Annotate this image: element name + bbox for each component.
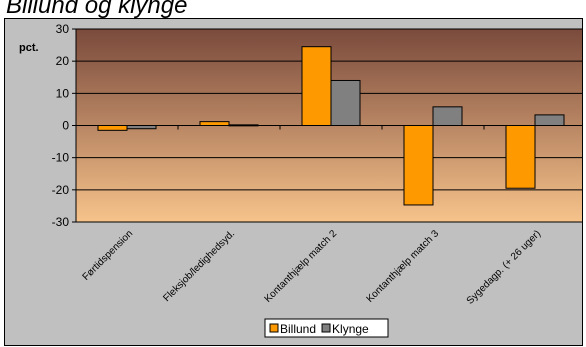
- bar-klynge: [432, 106, 463, 126]
- x-category-label: Førtidspension: [81, 228, 136, 283]
- y-tick-label: 10: [56, 86, 70, 100]
- bar-billund: [199, 121, 230, 126]
- x-category-label: Kontanthjælp match 3: [365, 228, 442, 305]
- y-tick-label: 30: [56, 22, 70, 36]
- legend-label-klynge: Klynge: [332, 322, 369, 336]
- x-category-label: Sygedagp. (+ 26 uger): [465, 228, 543, 306]
- y-tick-label: -20: [52, 183, 70, 197]
- bar-billund: [403, 125, 434, 206]
- y-tick-label: 20: [56, 54, 70, 68]
- bar-billund: [301, 46, 332, 126]
- bar-billund: [97, 125, 128, 131]
- y-axis-unit-label: pct.: [19, 42, 39, 54]
- legend: Billund Klynge: [264, 318, 389, 338]
- y-tick-label: -30: [52, 215, 70, 229]
- bars: [97, 46, 565, 206]
- y-tick-label: 0: [62, 119, 69, 133]
- x-category-label: Fleksjob/ledighedsyd.: [161, 228, 237, 304]
- bar-klynge: [534, 114, 565, 127]
- legend-label-billund: Billund: [280, 322, 316, 336]
- legend-swatch-billund: [269, 323, 279, 333]
- bar-klynge: [330, 79, 361, 126]
- x-category-label: Kontanthjælp match 2: [263, 228, 340, 305]
- bar-billund: [505, 125, 536, 189]
- legend-swatch-klynge: [321, 323, 331, 333]
- chart-area: 30 20 10 0 -10 -20 -30 Førtidspension Fleksjob/l…: [4, 18, 583, 346]
- y-tick-label: -10: [52, 151, 70, 165]
- bar-chart: 30 20 10 0 -10 -20 -30 Førtidspension Fleksjob/l…: [19, 22, 582, 338]
- chart-title: Billund og klynge: [6, 0, 188, 19]
